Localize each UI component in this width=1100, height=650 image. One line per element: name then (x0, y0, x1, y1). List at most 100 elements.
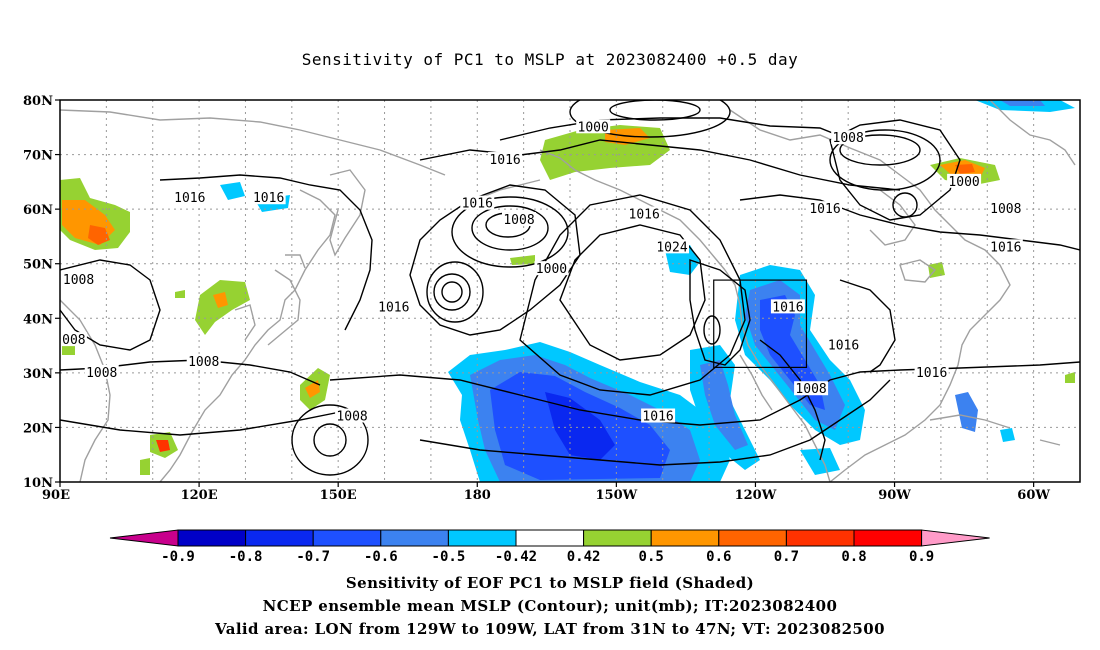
contour-label: 1008 (63, 273, 94, 288)
positive-shading-south-china-sea-core (156, 440, 170, 452)
colorbar-over-triangle (921, 529, 990, 547)
lon-tick-label: 90W (878, 488, 911, 503)
lon-tick-label: 120W (735, 488, 777, 503)
contour-label: 1016 (809, 202, 840, 217)
contour-low-sea-2 (291, 404, 369, 476)
positive-shading-china-core (213, 292, 228, 308)
contour-label-bg (627, 206, 662, 221)
contour-label-bg (61, 272, 96, 287)
colorbar-label: 0.6 (706, 549, 731, 565)
contour-label-bg (988, 201, 1023, 216)
contour-label-bg (914, 364, 949, 379)
colorbar-label: -0.5 (432, 549, 466, 565)
contour-tropics-1008 (60, 379, 891, 466)
colorbar-swatch (718, 529, 787, 547)
contour-label-bg (60, 332, 87, 347)
contour-low-california (703, 315, 721, 345)
positive-shading-west-pacific-core (305, 380, 320, 398)
contour-low-labrador-1 (839, 134, 921, 166)
contour-north-pacific-1008 (409, 184, 581, 336)
lon-tick-label: 90E (42, 488, 70, 503)
japan-coast (267, 254, 306, 346)
contour-label: 1016 (990, 240, 1021, 255)
colorbar-swatch (177, 529, 247, 547)
contour-label-bg (831, 130, 866, 145)
colorbar-label: -0.6 (364, 549, 398, 565)
north-america-coast (724, 109, 1011, 482)
contour-label-bg (988, 239, 1023, 254)
korea-coast (234, 304, 256, 341)
lon-tick-label: 150W (595, 488, 637, 503)
negative-shading-central-pacific-max (545, 392, 615, 460)
lat-tick-label: 10N (23, 476, 53, 491)
contour-label: 1008 (795, 382, 826, 397)
valid-area-box (713, 279, 808, 369)
contour-label: 1016 (642, 410, 673, 425)
lat-tick-label: 20N (23, 421, 53, 436)
lat-tick-label: 60N (23, 203, 53, 218)
lon-tick-label: 120E (181, 488, 218, 503)
contour-labrador-1008 (829, 119, 961, 221)
contour-label-bg (655, 239, 689, 254)
greenland-coast (989, 100, 1076, 166)
contour-label-bg (335, 408, 370, 423)
contour-atlantic-1016 (839, 279, 896, 373)
contour-label: 1000 (536, 262, 567, 277)
contour-low-bering (609, 100, 701, 121)
colorbar-swatch (380, 529, 449, 547)
colorbar-label: 0.5 (639, 549, 664, 565)
hudson-bay-coast (869, 189, 916, 246)
contour-label-bg (172, 190, 207, 205)
contour-high-pacific-1024 (559, 224, 706, 361)
contour-label-bg (947, 173, 982, 188)
contour-low-labrador-2 (829, 129, 941, 191)
colorbar-label: 0.42 (567, 549, 601, 565)
caption-shaded: Sensitivity of EOF PC1 to MSLP field (Sh… (345, 574, 755, 592)
asia-coast (60, 109, 446, 482)
baja-coast (739, 354, 773, 411)
colorbar-swatch (583, 529, 652, 547)
negative-shading-japan (220, 182, 290, 212)
contour-label-bg (376, 299, 411, 314)
colorbar-label: -0.42 (495, 549, 537, 565)
map-frame (59, 99, 1081, 483)
contour-label: 008 (62, 333, 85, 348)
alaska-coast (479, 149, 726, 271)
contour-west-1008 (60, 259, 161, 351)
contour-label: 1016 (174, 191, 205, 206)
contour-label: 1016 (828, 339, 859, 354)
contour-arctic-1008 (499, 117, 851, 141)
contour-label: 1016 (489, 153, 520, 168)
colorbar-label: 0.7 (774, 549, 799, 565)
contour-label: 1016 (378, 300, 409, 315)
negative-shading-central-america (800, 428, 1015, 475)
contour-label: 1016 (629, 208, 660, 223)
great-lakes-coast (899, 259, 937, 283)
contour-label-bg (576, 119, 611, 134)
lat-tick-label: 50N (23, 258, 53, 273)
colorbar-swatch (515, 529, 585, 547)
contour-east-1016 (739, 194, 1080, 251)
lat-tick-label: 80N (23, 94, 53, 109)
contour-label-bg (488, 152, 523, 167)
contour-label-bg (826, 337, 861, 352)
contour-label-bg (770, 299, 805, 314)
kamchatka-coast (329, 169, 366, 257)
colorbar-swatch (447, 529, 517, 547)
contour-label-bg (502, 212, 536, 227)
contour-label: 1016 (253, 191, 284, 206)
colorbar-swatch (650, 529, 720, 547)
negative-shading-gulf-mexico (955, 392, 978, 432)
contour-low-aleutian-3 (451, 196, 569, 268)
contour-label-bg (808, 201, 842, 216)
colorbar-label: -0.9 (161, 549, 195, 565)
negative-shading-baja-core (700, 360, 748, 450)
lat-tick-label: 70N (23, 149, 53, 164)
positive-shading-tibet-max (88, 225, 110, 245)
caribbean-coast (929, 414, 1061, 446)
contour-label: 1008 (833, 131, 864, 146)
contour-label: 1024 (656, 240, 687, 255)
positive-shading-china (195, 280, 250, 335)
